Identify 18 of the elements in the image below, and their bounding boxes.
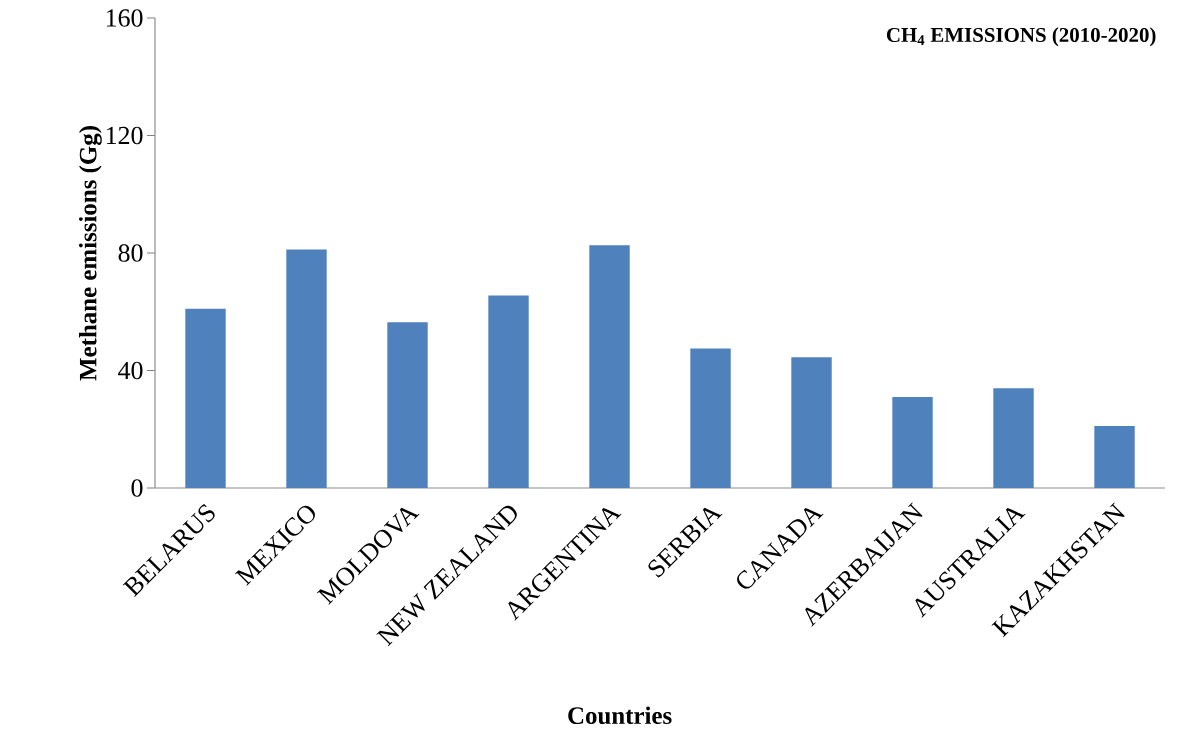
bar (488, 295, 529, 488)
y-tick-label: 40 (118, 361, 143, 380)
y-tick-label: 160 (106, 9, 143, 27)
y-tick-label: 80 (118, 244, 143, 262)
bar (993, 388, 1034, 488)
bar (791, 357, 832, 488)
x-axis-title: Countries (568, 706, 672, 725)
bar (286, 249, 327, 488)
bar (690, 348, 731, 488)
chart-title: CH$_{4}$ EMISSIONS (2010-2020) (886, 27, 1156, 47)
y-tick-label: 120 (106, 126, 143, 145)
y-axis-title: Methane emissions (Gg) (79, 126, 102, 381)
bar (387, 322, 428, 488)
bar (892, 396, 933, 488)
bar (589, 245, 630, 488)
bar (1094, 426, 1135, 488)
y-tick-label: 0 (131, 479, 143, 497)
bar (185, 308, 226, 488)
